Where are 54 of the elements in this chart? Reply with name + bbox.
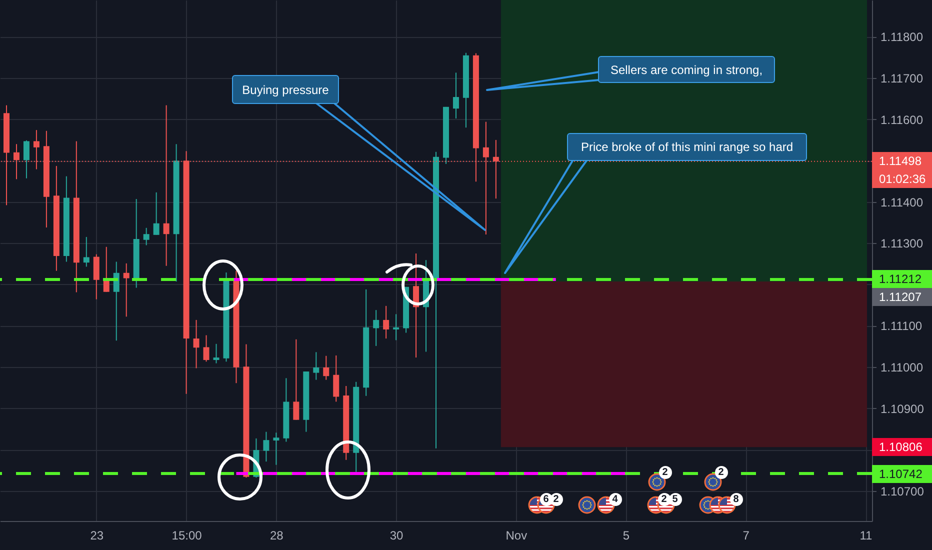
candlestick [123,262,130,318]
annotation: 2 [658,466,672,478]
annotation: 4 [608,492,622,506]
x-tick-label: Nov [506,528,528,542]
candlestick [393,314,400,341]
y-tick-label: 1.10900 [880,402,924,416]
candlestick [153,192,160,236]
candlestick [373,310,380,346]
x-tick-label: 30 [390,528,404,542]
candlestick [143,227,150,246]
candlestick [83,236,90,268]
x-tick-label: 5 [622,528,630,542]
annotation: 8 [730,492,742,506]
x-tick-label: 7 [742,528,750,542]
candlestick [213,343,220,364]
annotation: 5 [668,492,682,506]
candlestick [323,355,330,380]
annotation: Buying pressure [232,75,339,104]
y-tick-label: 1.11600 [880,112,924,127]
annotation: Sellers are coming in strong, [598,56,775,83]
x-tick-label: 28 [270,528,284,542]
candlestick [193,319,200,369]
candlestick [293,338,300,420]
x-tick-label: 11 [860,528,873,542]
band-label: 1.10806 [872,438,932,456]
candlestick [333,354,340,402]
y-tick-label: 1.11700 [880,72,924,86]
candlestick [273,432,280,466]
x-tick-label: 15:00 [172,528,202,542]
annotation: 2 [658,492,670,506]
annotation: 2 [550,492,562,506]
candlestick [203,334,210,362]
text: 01:02:36 [872,170,932,188]
y-tick-label: 1.11800 [880,30,924,44]
annotation: Price broke of of this mini range so hard [567,133,807,161]
candlestick [313,352,320,380]
y-tick-label: 1.11100 [880,319,922,334]
candlestick [103,246,110,292]
y-tick-label: 1.11300 [880,236,924,251]
candlestick [263,431,270,462]
ref-line-label: 1.10742 [872,464,932,483]
ref-line-label: 1.11498 [872,152,932,170]
candlestick [383,305,390,340]
annotation: 6 [540,492,552,506]
y-tick-label: 1.11000 [880,360,924,375]
ref-line-label: 1.11212 [872,270,932,288]
candlestick [23,140,30,179]
candlestick [452,72,459,119]
y-tick-label: 1.10700 [880,484,924,498]
annotation: 2 [714,466,728,478]
x-tick-label: 23 [90,528,104,542]
y-tick-label: 1.11400 [880,195,924,210]
text: 1.11207 [872,288,932,306]
candlestick [93,254,100,300]
